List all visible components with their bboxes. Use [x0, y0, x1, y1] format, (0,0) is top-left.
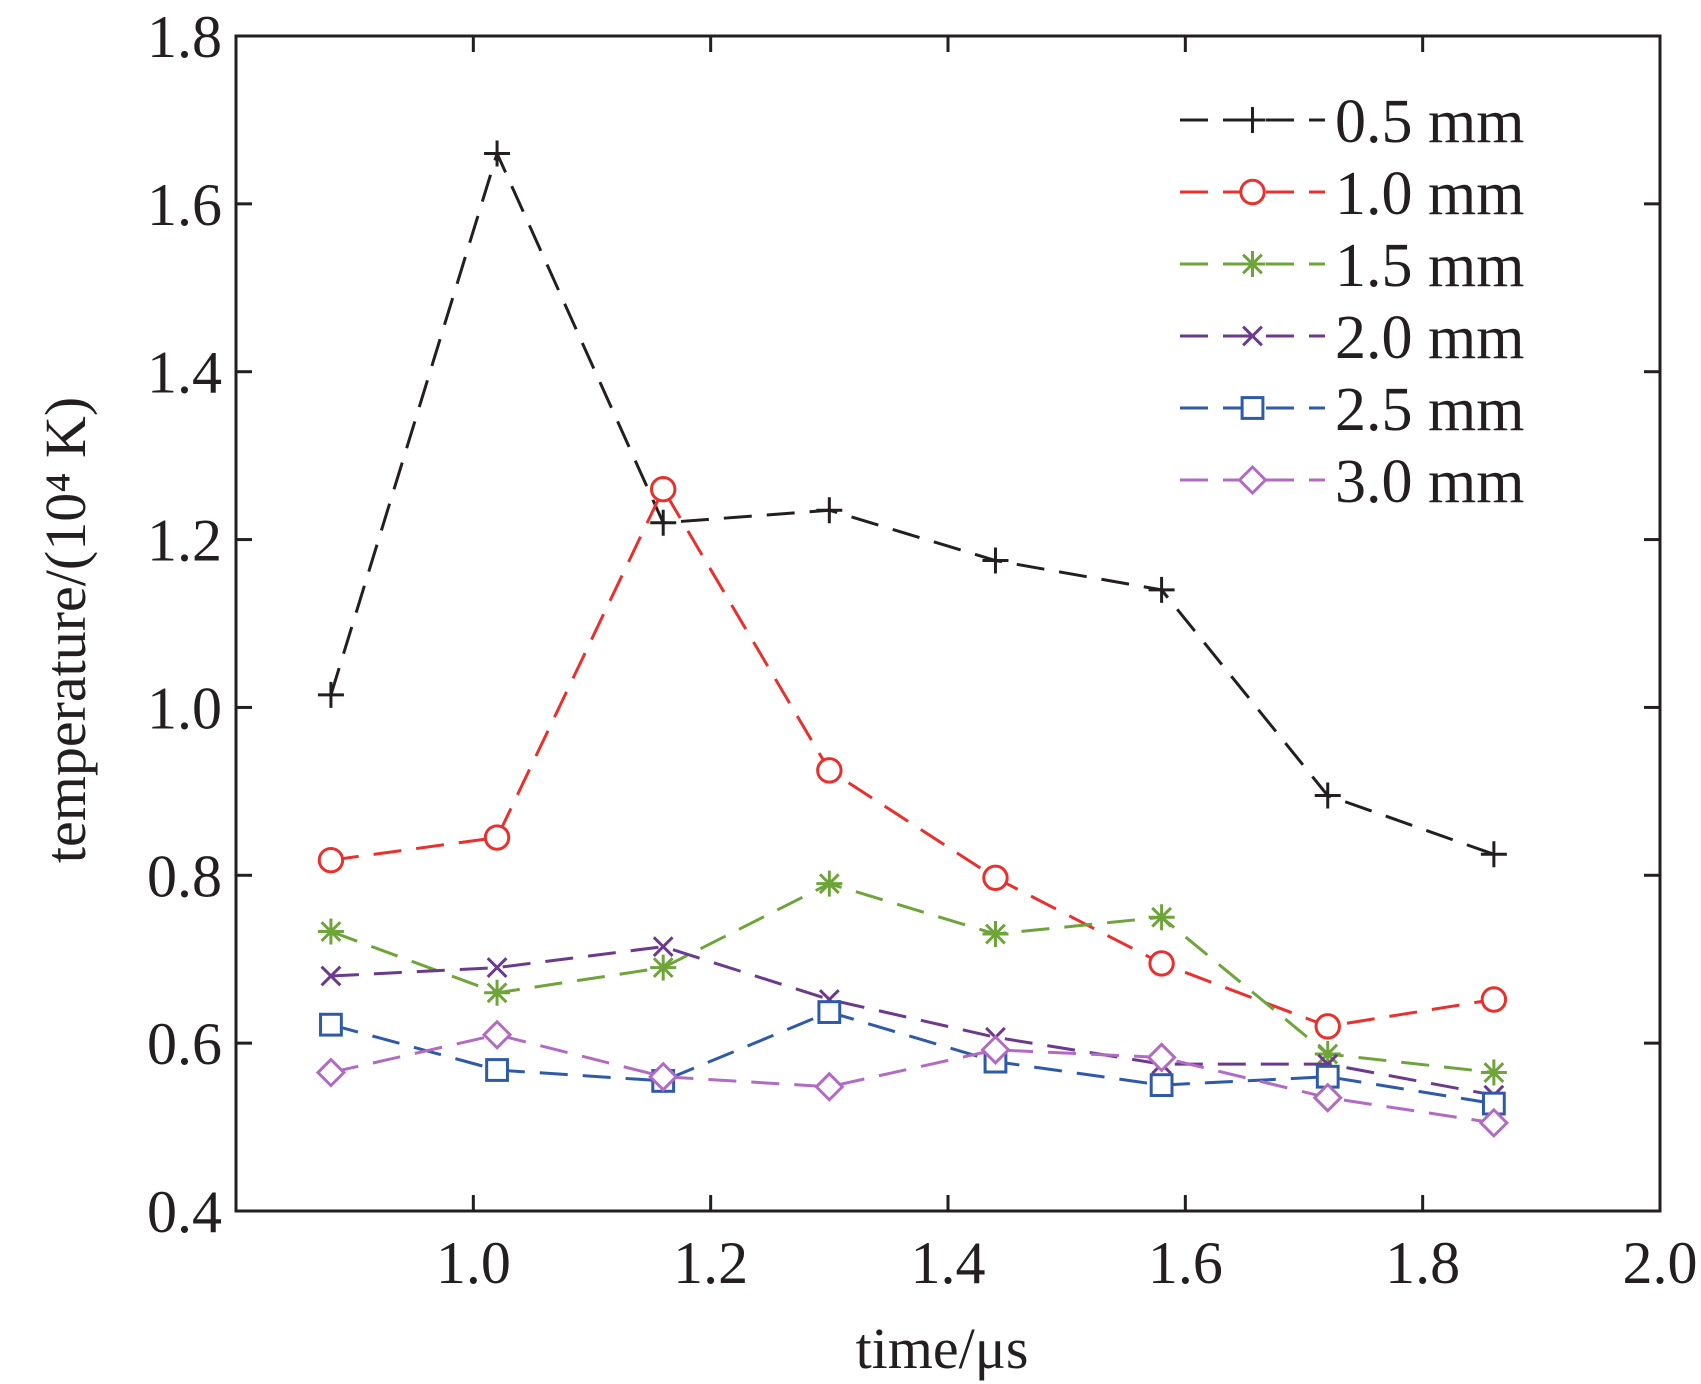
legend-marker	[1237, 464, 1268, 496]
data-point	[816, 757, 843, 784]
data-point	[982, 547, 1009, 574]
data-point	[1314, 1041, 1341, 1068]
legend-label: 2.0 mm	[1335, 304, 1524, 372]
data-point	[1146, 1042, 1177, 1073]
y-axis-label: temperature/(10⁴ K)	[33, 397, 98, 863]
legend-entry: 1.5 mm	[1180, 232, 1524, 300]
series-line	[330, 1010, 1495, 1106]
data-point	[814, 1071, 845, 1102]
y-tick-label: 1.4	[147, 340, 222, 406]
data-point	[1314, 1013, 1341, 1040]
legend-entry: 2.0 mm	[1180, 304, 1524, 372]
legend-marker	[1239, 251, 1266, 277]
y-tick-label: 1.2	[147, 508, 222, 574]
x-tick-label: 1.4	[911, 1230, 986, 1296]
y-tick-label: 0.4	[147, 1179, 222, 1245]
legend-marker	[1239, 178, 1266, 206]
legend-entry: 1.0 mm	[1180, 160, 1524, 228]
series-0-5-mm	[317, 140, 1507, 868]
x-axis-label: time/μs	[856, 1316, 1029, 1381]
data-point	[652, 936, 674, 958]
x-tick-label: 1.0	[436, 1230, 511, 1296]
data-point	[1480, 841, 1507, 868]
data-point	[650, 954, 677, 981]
x-tick-label: 1.8	[1385, 1230, 1460, 1296]
data-point	[315, 1057, 347, 1088]
data-point	[816, 870, 843, 897]
data-point	[481, 1019, 513, 1050]
data-point	[650, 509, 677, 536]
data-point	[485, 1058, 509, 1082]
series-line	[330, 1033, 1495, 1125]
data-point	[1148, 904, 1175, 931]
data-point	[319, 1012, 343, 1037]
legend-label: 2.5 mm	[1335, 376, 1524, 444]
legend-marker	[1240, 396, 1265, 420]
series-line	[330, 882, 1495, 1075]
series-line	[330, 945, 1495, 1097]
legend-marker	[1239, 107, 1266, 133]
data-point	[980, 1034, 1011, 1065]
y-tick-label: 1.6	[147, 172, 222, 238]
data-point	[317, 846, 345, 874]
x-tick-label: 1.6	[1148, 1230, 1223, 1296]
data-point	[317, 681, 344, 708]
legend-entry: 0.5 mm	[1180, 88, 1524, 156]
legend-entry: 3.0 mm	[1180, 448, 1524, 516]
data-point	[320, 965, 342, 987]
data-point	[817, 1000, 842, 1024]
data-point	[1148, 576, 1175, 603]
data-point	[1480, 1059, 1507, 1086]
series-layer	[315, 140, 1509, 1139]
series-line	[329, 149, 1495, 856]
data-point	[648, 1061, 679, 1092]
data-point	[982, 921, 1009, 948]
legend: 0.5 mm1.0 mm1.5 mm2.0 mm2.5 mm3.0 mm	[1180, 88, 1524, 516]
data-point	[1314, 782, 1341, 809]
series-line	[330, 486, 1495, 1028]
data-point	[816, 497, 843, 524]
data-point	[486, 957, 508, 979]
data-point	[1478, 1107, 1509, 1139]
data-point	[1312, 1082, 1343, 1113]
data-point	[1148, 950, 1175, 977]
y-tick-label: 1.0	[147, 675, 222, 741]
y-tick-label: 1.8	[147, 4, 222, 70]
legend-label: 3.0 mm	[1335, 448, 1524, 516]
series-2-5-mm	[319, 1000, 1506, 1116]
data-point	[483, 824, 511, 851]
legend-entry: 2.5 mm	[1180, 376, 1524, 444]
legend-label: 0.5 mm	[1335, 88, 1524, 156]
data-point	[1480, 986, 1508, 1013]
data-point	[484, 979, 511, 1006]
legend-label: 1.0 mm	[1335, 160, 1524, 228]
data-point	[982, 864, 1009, 892]
x-tick-label: 2.0	[1623, 1230, 1698, 1296]
y-tick-label: 0.8	[147, 843, 222, 909]
data-point	[484, 140, 511, 167]
data-point	[650, 476, 677, 503]
series-1-0-mm	[317, 476, 1508, 1040]
legend-marker	[1242, 325, 1263, 347]
data-point	[1149, 1073, 1174, 1098]
axes: 1.0 1.2 1.4 1.6 1.8 2.0 0.4 0.6 0.8 1.0 1.2 1.4 1.6 1…	[147, 4, 1698, 1296]
series-1-5-mm	[317, 870, 1507, 1086]
y-tick-label: 0.6	[147, 1011, 222, 1077]
x-tick-label: 1.2	[673, 1230, 748, 1296]
data-point	[317, 918, 344, 945]
legend-label: 1.5 mm	[1335, 232, 1524, 300]
series-3-0-mm	[315, 1019, 1509, 1139]
